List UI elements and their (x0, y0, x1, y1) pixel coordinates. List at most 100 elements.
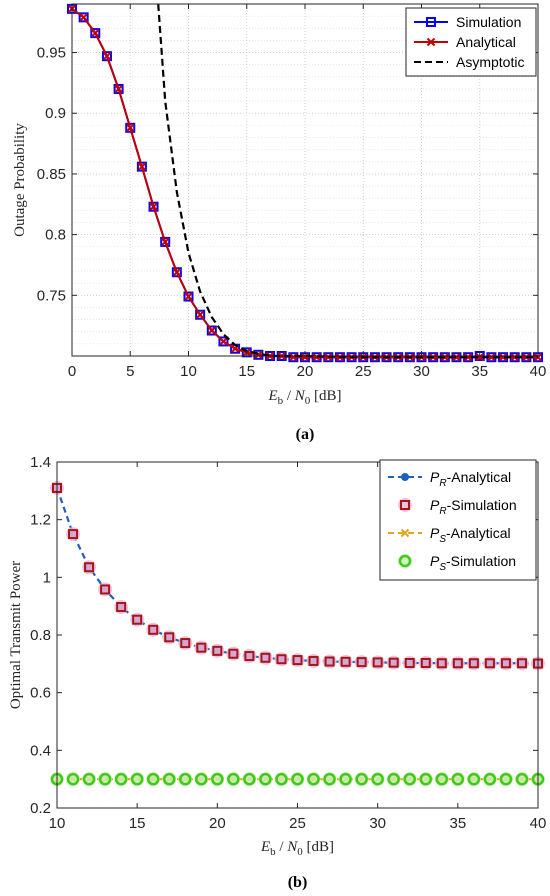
data-point (195, 309, 206, 320)
y-tick-label: 0.2 (30, 800, 51, 817)
y-tick-label: 0.4 (30, 742, 51, 759)
data-point (218, 336, 229, 347)
y-tick-label: 0.9 (45, 105, 66, 122)
data-point (130, 772, 144, 786)
data-point (219, 337, 228, 346)
data-point (125, 122, 136, 133)
legend: Simulation Analytical Asymptotic (405, 7, 537, 77)
data-point (356, 657, 367, 668)
legend-label: Simulation (456, 14, 521, 30)
y-tick-label: 0.75 (37, 287, 66, 304)
legend-label: PS-Analytical (430, 525, 511, 545)
y-tick-label: 0.8 (45, 227, 66, 244)
data-point (160, 237, 170, 247)
y-tick-label: 1.4 (30, 454, 51, 471)
data-point (452, 658, 463, 669)
legend-item: PS-Analytical (388, 525, 511, 545)
data-point (148, 201, 159, 212)
data-point (114, 772, 128, 786)
data-point (259, 772, 272, 786)
data-point (196, 642, 207, 653)
data-point (420, 657, 431, 668)
y-axis-label: Outage Probability (12, 123, 28, 237)
x-tick-label: 30 (369, 815, 386, 832)
data-point (371, 772, 384, 786)
series-p-s-simulation (50, 772, 545, 787)
data-point (452, 353, 461, 362)
data-point (171, 267, 182, 278)
x-tick-label: 40 (530, 815, 547, 832)
data-point (436, 658, 447, 669)
data-point (102, 51, 112, 61)
data-point (487, 353, 496, 362)
data-point (300, 353, 310, 362)
figure-caption: (a) (296, 426, 315, 443)
data-point (467, 772, 481, 786)
legend-marker (401, 473, 409, 481)
legend-label: Analytical (456, 34, 516, 50)
data-point (475, 353, 484, 362)
data-point (463, 353, 473, 362)
data-point (84, 562, 95, 573)
data-point (207, 326, 217, 335)
data-point (275, 772, 288, 786)
x-tick-label: 5 (126, 363, 134, 380)
x-tick-label: 20 (297, 363, 314, 380)
data-point (387, 772, 400, 786)
data-point (206, 325, 217, 336)
data-point (98, 772, 112, 786)
data-point (212, 645, 223, 656)
data-point (136, 161, 147, 172)
data-point (160, 236, 171, 247)
data-point (483, 772, 497, 786)
data-point (195, 772, 208, 786)
y-tick-label: 0.95 (37, 45, 66, 62)
legend-marker (426, 37, 436, 47)
data-point (292, 655, 303, 666)
legend-label: Asymptotic (456, 54, 524, 70)
legend-label: PR-Analytical (430, 469, 511, 489)
y-tick-label: 1 (43, 569, 51, 586)
data-point (183, 291, 194, 302)
data-point (498, 353, 508, 362)
data-point (372, 657, 383, 668)
legend-item: PS-Simulation (398, 553, 516, 573)
legend: PR-Analytical PR-Simulation PS-Analytical P… (379, 459, 537, 581)
data-point (195, 310, 205, 319)
x-axis-label: Eb / N0 [dB] (260, 839, 334, 858)
data-point (149, 202, 158, 211)
data-point (113, 83, 124, 94)
data-point (114, 84, 123, 94)
x-tick-label: 35 (471, 363, 488, 380)
data-point (260, 652, 271, 663)
data-point (435, 772, 449, 786)
x-tick-label: 40 (530, 363, 547, 380)
data-point (323, 772, 336, 786)
data-point (291, 772, 304, 786)
data-point (79, 13, 88, 22)
data-point (184, 292, 193, 301)
chart-a-outage-probability: 0 5 10 15 20 25 30 35 40 0.75 0.8 0.85 0.9 0.95 Eb / N… (12, 3, 547, 443)
legend-marker (400, 500, 410, 510)
data-point (172, 268, 182, 277)
data-point (355, 772, 368, 786)
data-point (244, 651, 255, 662)
data-point (91, 28, 100, 38)
data-point (516, 658, 527, 669)
data-point (339, 772, 352, 786)
x-tick-label: 15 (129, 815, 146, 832)
data-point (82, 772, 96, 786)
legend-label: PS-Simulation (430, 553, 516, 573)
data-point (276, 654, 287, 665)
legend-item: Analytical (414, 34, 516, 50)
x-tick-label: 10 (49, 815, 66, 832)
chart-b-optimal-transmit-power: 10 15 20 25 30 35 40 0.2 0.4 0.6 0.8 1 1.2 1.4 Eb / N0… (8, 454, 546, 891)
data-point (179, 772, 192, 786)
legend-item: PR-Analytical (388, 469, 511, 489)
data-point (243, 772, 256, 786)
y-tick-label: 0.85 (37, 166, 66, 183)
data-point (451, 772, 465, 786)
y-tick-label: 0.6 (30, 685, 51, 702)
data-point (137, 162, 147, 171)
